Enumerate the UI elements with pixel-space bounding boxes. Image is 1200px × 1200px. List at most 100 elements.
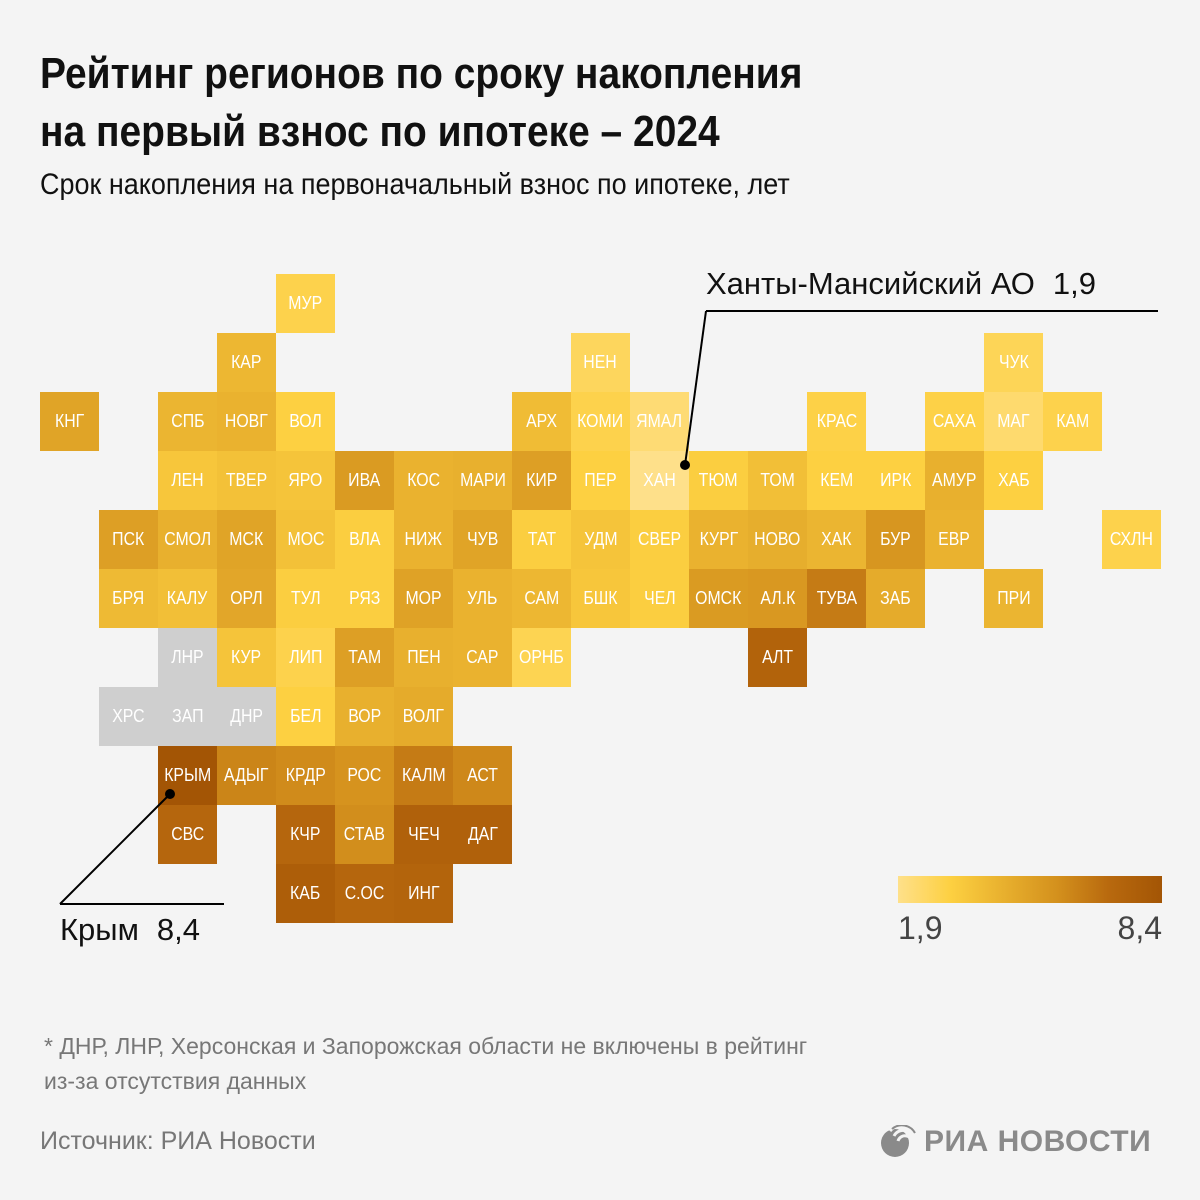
ria-logo: РИА НОВОСТИ <box>880 1122 1151 1162</box>
region-label: ИНГ <box>407 883 440 903</box>
region-label: АСТ <box>467 765 498 785</box>
callout-max-value: 8,4 <box>156 912 201 947</box>
region-label: ЧЕЧ <box>407 824 440 844</box>
region-tile-ПСК: ПСК <box>99 510 158 569</box>
region-tile-МСК: МСК <box>217 510 276 569</box>
region-tile-КАР: КАР <box>217 333 276 392</box>
region-tile-СТАВ: СТАВ <box>335 805 394 864</box>
region-label: УЛЬ <box>467 588 498 608</box>
region-tile-РОС: РОС <box>335 746 394 805</box>
logo-text: РИА НОВОСТИ <box>924 1125 1152 1158</box>
region-label: ПСК <box>112 529 145 549</box>
region-label: ХРС <box>112 706 145 726</box>
region-tile-РЯЗ: РЯЗ <box>335 569 394 628</box>
region-label: КАЛМ <box>401 765 446 785</box>
region-label: ПЕН <box>406 647 441 667</box>
region-label: ВЛА <box>348 529 381 549</box>
region-tile-ВОЛГ: ВОЛГ <box>394 687 453 746</box>
region-label: РЯЗ <box>348 588 381 608</box>
callout-min-value: 1,9 <box>1052 266 1097 301</box>
region-label: НОВО <box>754 529 801 549</box>
region-tile-СХЛН: СХЛН <box>1102 510 1161 569</box>
region-tile-ХАК: ХАК <box>807 510 866 569</box>
region-label: ДНР <box>230 706 263 726</box>
region-label: ТАТ <box>527 529 556 549</box>
region-tile-ИНГ: ИНГ <box>394 864 453 923</box>
callout-max-name: Крым <box>60 912 139 947</box>
region-tile-АСТ: АСТ <box>453 746 512 805</box>
region-label: СТАВ <box>343 824 386 844</box>
region-tile-КРАС: КРАС <box>807 392 866 451</box>
region-tile-ДАГ: ДАГ <box>453 805 512 864</box>
region-tile-КАБ: КАБ <box>276 864 335 923</box>
region-tile-ДНР: ДНР <box>217 687 276 746</box>
region-label: ИРК <box>879 470 912 490</box>
region-label: ЛИП <box>288 647 323 667</box>
region-tile-ТАМ: ТАМ <box>335 628 394 687</box>
callout-max-label: Крым 8,4 <box>60 912 200 948</box>
region-label: ЧУВ <box>466 529 499 549</box>
region-label: ТЮМ <box>699 470 738 490</box>
region-label: ПЕР <box>584 470 617 490</box>
region-tile-ТОМ: ТОМ <box>748 451 807 510</box>
region-tile-МАРИ: МАРИ <box>453 451 512 510</box>
region-tile-КРДР: КРДР <box>276 746 335 805</box>
region-label: КАР <box>231 352 262 372</box>
callout-max-dot <box>165 789 175 799</box>
region-tile-ОРЛ: ОРЛ <box>217 569 276 628</box>
region-tile-ЗАП: ЗАП <box>158 687 217 746</box>
region-tile-ХАБ: ХАБ <box>984 451 1043 510</box>
region-tile-КЕМ: КЕМ <box>807 451 866 510</box>
region-label: КРАС <box>816 411 857 431</box>
region-tile-АЛТ: АЛТ <box>748 628 807 687</box>
region-label: АЛ.К <box>760 588 795 608</box>
callout-min-dot <box>680 460 690 470</box>
region-label: СХЛН <box>1110 529 1153 549</box>
region-label: ТУВА <box>816 588 857 608</box>
callout-min-line <box>680 310 1158 470</box>
region-label: КИР <box>525 470 558 490</box>
region-tile-ТУВА: ТУВА <box>807 569 866 628</box>
region-label: АРХ <box>526 411 557 431</box>
region-tile-КИР: КИР <box>512 451 571 510</box>
region-label: СПБ <box>170 411 205 431</box>
region-tile-ХРС: ХРС <box>99 687 158 746</box>
region-label: С.ОС <box>344 883 385 903</box>
region-tile-БРЯ: БРЯ <box>99 569 158 628</box>
region-label: КРЫМ <box>163 765 211 785</box>
region-label: ВОЛ <box>289 411 322 431</box>
region-label: СМОЛ <box>164 529 211 549</box>
region-tile-МАГ: МАГ <box>984 392 1043 451</box>
region-label: ЛЕН <box>171 470 204 490</box>
region-label: МУР <box>288 293 323 313</box>
region-label: ОРНБ <box>519 647 564 667</box>
region-label: МАРИ <box>459 470 506 490</box>
region-label: КАБ <box>290 883 321 903</box>
page-subtitle: Срок накопления на первоначальный взнос … <box>40 168 790 201</box>
region-tile-ЛЕН: ЛЕН <box>158 451 217 510</box>
region-tile-САХА: САХА <box>925 392 984 451</box>
region-tile-БУР: БУР <box>866 510 925 569</box>
region-tile-ВЛА: ВЛА <box>335 510 394 569</box>
region-label: ЧУК <box>998 352 1029 372</box>
region-tile-ТУЛ: ТУЛ <box>276 569 335 628</box>
region-label: ОРЛ <box>230 588 263 608</box>
region-label: КЕМ <box>820 470 853 490</box>
region-tile-САМ: САМ <box>512 569 571 628</box>
region-tile-СВС: СВС <box>158 805 217 864</box>
region-tile-ПЕР: ПЕР <box>571 451 630 510</box>
region-tile-КОМИ: КОМИ <box>571 392 630 451</box>
region-label: КЧР <box>290 824 321 844</box>
region-label: РОС <box>347 765 382 785</box>
region-tile-НЕН: НЕН <box>571 333 630 392</box>
region-label: САР <box>466 647 499 667</box>
region-label: ЕВР <box>938 529 971 549</box>
region-label: ЯМАЛ <box>636 411 683 431</box>
region-label: ХАН <box>643 470 676 490</box>
region-tile-ИВА: ИВА <box>335 451 394 510</box>
region-label: ХАК <box>821 529 852 549</box>
region-label: БУР <box>880 529 911 549</box>
region-tile-ЗАБ: ЗАБ <box>866 569 925 628</box>
region-tile-ЕВР: ЕВР <box>925 510 984 569</box>
region-tile-ТЮМ: ТЮМ <box>689 451 748 510</box>
